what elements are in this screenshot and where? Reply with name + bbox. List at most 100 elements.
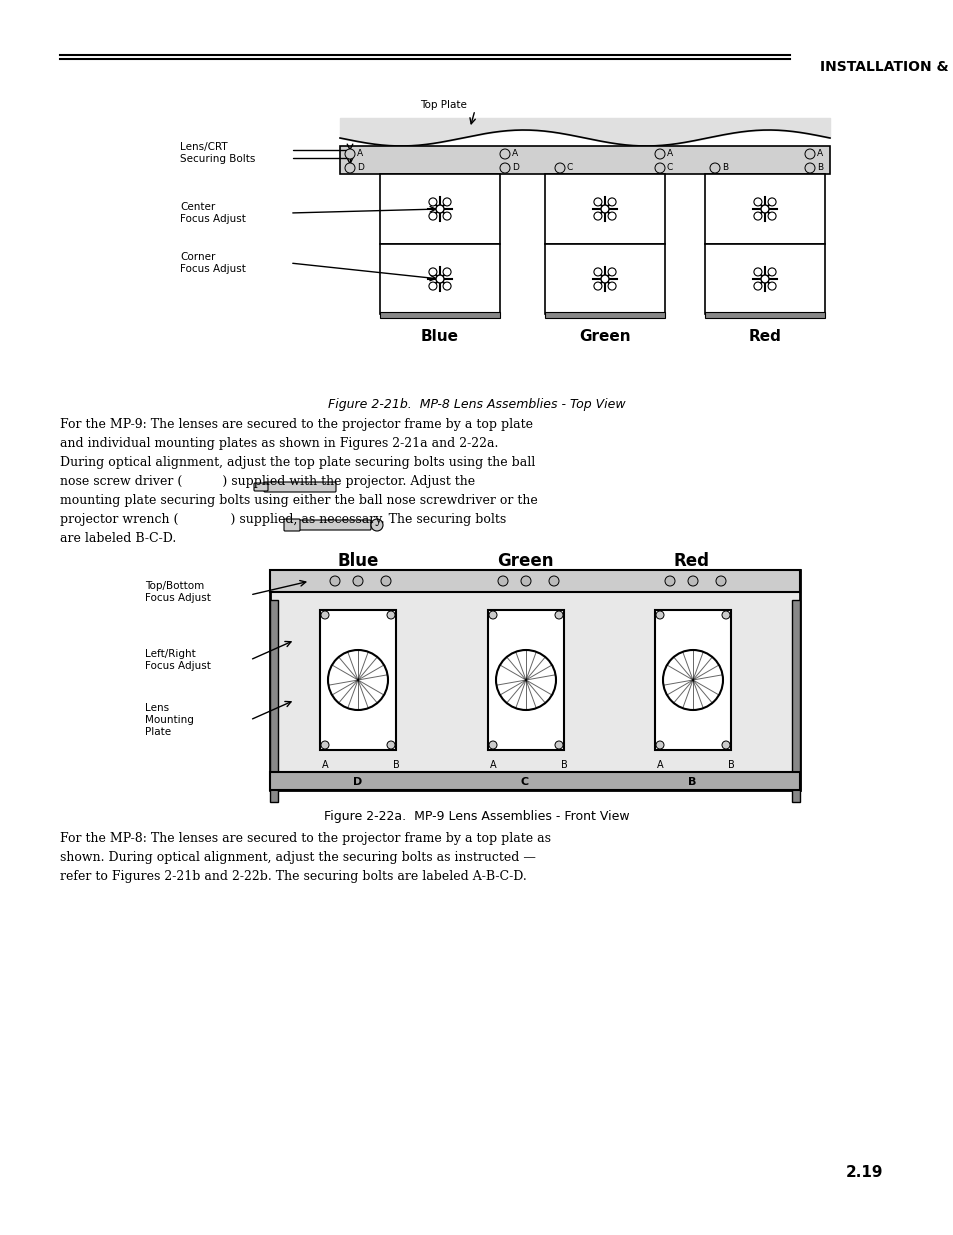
Circle shape bbox=[607, 212, 616, 220]
Text: Blue: Blue bbox=[420, 329, 458, 345]
Text: Red: Red bbox=[748, 329, 781, 345]
Bar bbox=[270, 772, 800, 790]
Text: C: C bbox=[566, 163, 573, 173]
Circle shape bbox=[353, 576, 363, 585]
Bar bbox=[544, 174, 664, 245]
FancyBboxPatch shape bbox=[264, 482, 335, 492]
Circle shape bbox=[656, 611, 663, 619]
FancyBboxPatch shape bbox=[284, 519, 299, 531]
Circle shape bbox=[442, 212, 451, 220]
Text: D: D bbox=[356, 163, 363, 173]
Bar bbox=[655, 610, 730, 750]
Text: Figure 2-22a.  MP-9 Lens Assemblies - Front View: Figure 2-22a. MP-9 Lens Assemblies - Fro… bbox=[324, 810, 629, 823]
Text: D: D bbox=[512, 163, 518, 173]
Circle shape bbox=[767, 268, 775, 275]
Circle shape bbox=[656, 741, 663, 748]
Circle shape bbox=[345, 163, 355, 173]
Bar bbox=[319, 610, 395, 750]
Circle shape bbox=[721, 741, 729, 748]
Circle shape bbox=[594, 268, 601, 275]
Text: nose screw driver (          ) supplied with the projector. Adjust the: nose screw driver ( ) supplied with the … bbox=[60, 475, 475, 488]
Text: shown. During optical alignment, adjust the securing bolts as instructed —: shown. During optical alignment, adjust … bbox=[60, 851, 536, 864]
Text: Green: Green bbox=[497, 552, 553, 571]
Text: B: B bbox=[687, 777, 696, 787]
Circle shape bbox=[662, 650, 722, 710]
Text: During optical alignment, adjust the top plate securing bolts using the ball: During optical alignment, adjust the top… bbox=[60, 456, 535, 469]
Circle shape bbox=[607, 282, 616, 290]
Circle shape bbox=[345, 149, 355, 159]
Circle shape bbox=[767, 282, 775, 290]
Text: INSTALLATION & SETUP: INSTALLATION & SETUP bbox=[820, 61, 953, 74]
Text: Blue: Blue bbox=[337, 552, 378, 571]
Circle shape bbox=[429, 268, 436, 275]
Text: Center
Focus Adjust: Center Focus Adjust bbox=[180, 203, 246, 224]
Circle shape bbox=[371, 519, 382, 531]
Circle shape bbox=[387, 611, 395, 619]
Circle shape bbox=[320, 611, 329, 619]
Bar bbox=[270, 600, 277, 802]
Text: A: A bbox=[512, 149, 517, 158]
Text: A: A bbox=[356, 149, 363, 158]
Circle shape bbox=[687, 576, 698, 585]
Text: Green: Green bbox=[578, 329, 630, 345]
Text: projector wrench (             ) supplied, as necessary. The securing bolts: projector wrench ( ) supplied, as necess… bbox=[60, 513, 506, 526]
Circle shape bbox=[600, 205, 608, 212]
Text: B: B bbox=[560, 760, 567, 769]
Text: A: A bbox=[666, 149, 673, 158]
Circle shape bbox=[328, 650, 388, 710]
Circle shape bbox=[607, 198, 616, 206]
Circle shape bbox=[767, 198, 775, 206]
Text: B: B bbox=[816, 163, 822, 173]
Bar bbox=[270, 571, 800, 592]
Text: For the MP-9: The lenses are secured to the projector frame by a top plate: For the MP-9: The lenses are secured to … bbox=[60, 417, 533, 431]
Bar bbox=[379, 245, 499, 314]
Circle shape bbox=[499, 149, 510, 159]
Circle shape bbox=[716, 576, 725, 585]
Circle shape bbox=[594, 282, 601, 290]
Text: For the MP-8: The lenses are secured to the projector frame by a top plate as: For the MP-8: The lenses are secured to … bbox=[60, 832, 551, 845]
Circle shape bbox=[489, 741, 497, 748]
Text: C: C bbox=[520, 777, 529, 787]
Bar bbox=[339, 146, 829, 174]
Text: B: B bbox=[393, 760, 399, 769]
Circle shape bbox=[753, 212, 761, 220]
Text: C: C bbox=[666, 163, 673, 173]
Circle shape bbox=[655, 163, 664, 173]
Text: Top/Bottom
Focus Adjust: Top/Bottom Focus Adjust bbox=[145, 582, 211, 603]
Circle shape bbox=[380, 576, 391, 585]
Circle shape bbox=[594, 212, 601, 220]
Text: D: D bbox=[353, 777, 362, 787]
Bar bbox=[379, 174, 499, 245]
Text: Lens
Mounting
Plate: Lens Mounting Plate bbox=[145, 704, 193, 736]
Circle shape bbox=[804, 163, 814, 173]
Circle shape bbox=[760, 275, 768, 283]
Circle shape bbox=[499, 163, 510, 173]
Circle shape bbox=[497, 576, 507, 585]
Circle shape bbox=[548, 576, 558, 585]
Circle shape bbox=[429, 198, 436, 206]
Text: 2.19: 2.19 bbox=[844, 1165, 882, 1179]
Text: Top Plate: Top Plate bbox=[419, 100, 466, 110]
Circle shape bbox=[607, 268, 616, 275]
Text: Figure 2-21b.  MP-8 Lens Assemblies - Top View: Figure 2-21b. MP-8 Lens Assemblies - Top… bbox=[328, 398, 625, 411]
Circle shape bbox=[436, 275, 443, 283]
Circle shape bbox=[320, 741, 329, 748]
Circle shape bbox=[664, 576, 675, 585]
Circle shape bbox=[496, 650, 556, 710]
Circle shape bbox=[555, 741, 562, 748]
Circle shape bbox=[709, 163, 720, 173]
Circle shape bbox=[753, 268, 761, 275]
Circle shape bbox=[600, 275, 608, 283]
Bar bbox=[544, 312, 664, 317]
Circle shape bbox=[520, 576, 531, 585]
Text: A: A bbox=[656, 760, 662, 769]
Text: B: B bbox=[721, 163, 727, 173]
Text: Corner
Focus Adjust: Corner Focus Adjust bbox=[180, 252, 246, 274]
FancyBboxPatch shape bbox=[253, 483, 268, 492]
Circle shape bbox=[555, 163, 564, 173]
Bar bbox=[379, 312, 499, 317]
Bar bbox=[704, 312, 824, 317]
Circle shape bbox=[721, 611, 729, 619]
Circle shape bbox=[429, 212, 436, 220]
Text: Lens/CRT
Securing Bolts: Lens/CRT Securing Bolts bbox=[180, 142, 255, 164]
